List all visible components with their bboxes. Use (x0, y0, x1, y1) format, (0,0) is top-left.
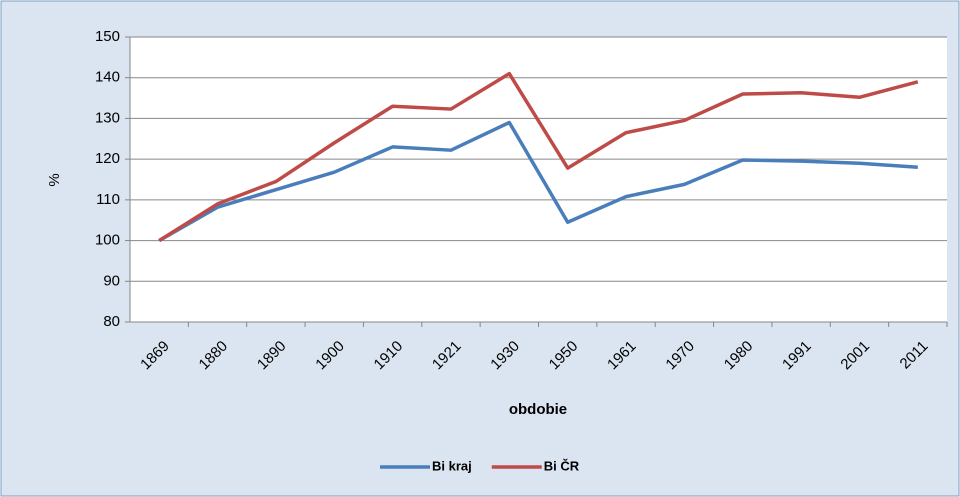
y-tick-label: 80 (103, 313, 120, 330)
series-line (158, 120, 918, 243)
plot-area (130, 37, 947, 322)
y-tick-label: 90 (103, 272, 120, 289)
y-tick-label: 120 (95, 150, 120, 167)
x-axis-title: obdobie (509, 401, 567, 418)
y-tick-label: 140 (95, 69, 120, 86)
legend-label: Bi ČR (544, 458, 580, 473)
series-line (158, 71, 919, 243)
y-tick-label: 100 (95, 232, 120, 249)
y-tick-label: 130 (95, 109, 120, 126)
y-tick-label: 110 (96, 191, 120, 208)
y-tick-label: 150 (95, 28, 120, 45)
y-axis-title: % (46, 173, 63, 186)
legend-label: Bi kraj (432, 458, 472, 473)
